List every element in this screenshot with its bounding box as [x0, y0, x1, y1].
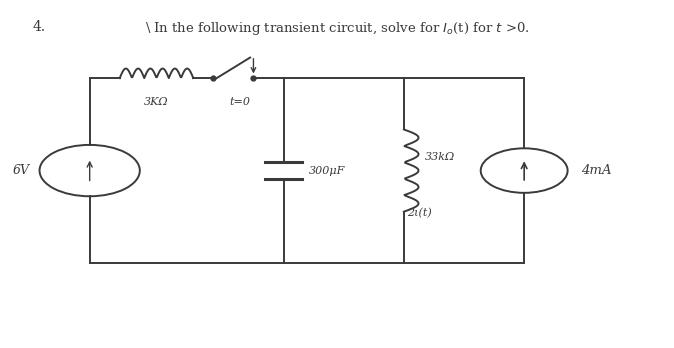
- Text: 33kΩ: 33kΩ: [425, 152, 456, 162]
- Text: 300μF: 300μF: [309, 166, 345, 176]
- Text: 3KΩ: 3KΩ: [144, 97, 168, 107]
- Text: \ In the following transient circuit, solve for $\it{I_o}$(t) for $\it{t}$ >0.: \ In the following transient circuit, so…: [145, 20, 529, 37]
- Text: 4mA: 4mA: [581, 164, 611, 177]
- Text: t=0: t=0: [230, 97, 251, 107]
- Text: 6V: 6V: [13, 164, 30, 177]
- Text: 4.: 4.: [33, 20, 46, 34]
- Text: 2ι(t): 2ι(t): [407, 208, 432, 219]
